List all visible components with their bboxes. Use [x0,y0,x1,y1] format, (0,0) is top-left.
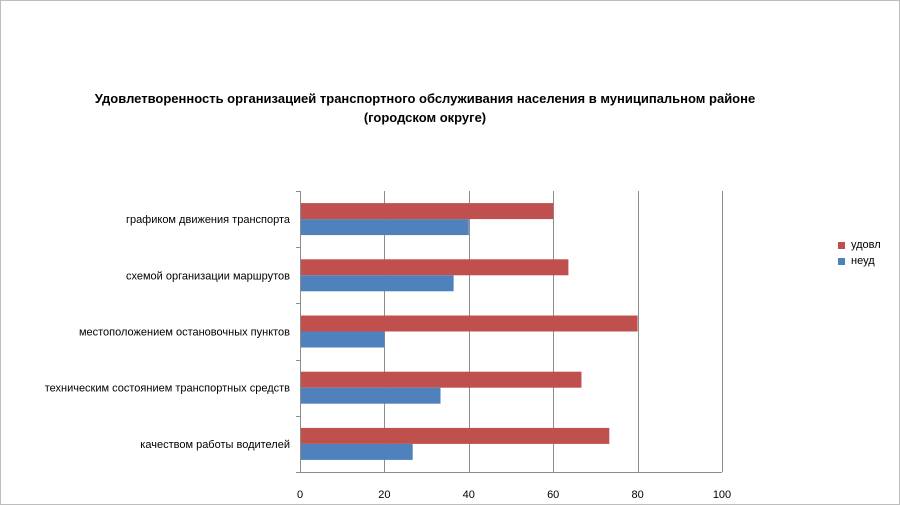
bar-udovl [301,259,569,276]
bar-neud [301,331,385,348]
bar-udovl [301,427,610,444]
bar-neud [301,443,413,460]
legend-item-neud: неуд [838,253,881,269]
legend: удовл неуд [838,237,881,269]
x-tick-label: 60 [547,489,559,501]
x-tick-label: 0 [297,489,303,501]
x-tick-label: 40 [463,489,475,501]
legend-item-udovl: удовл [838,237,881,253]
bar-udovl [301,315,638,332]
bar-neud [301,219,469,236]
legend-swatch-udovl [838,241,845,249]
category-label: местоположением остановочных пунктов [79,327,290,339]
bar-udovl [301,203,554,220]
x-tick-label: 20 [378,489,390,501]
chart-title-line-1: Удовлетворенность организацией транспорт… [94,91,756,106]
chart-title: Удовлетворенность организацией транспорт… [60,89,790,127]
category-label: графиком движения транспорта [126,214,291,226]
x-tick-label: 80 [631,489,643,501]
legend-label-udovl: удовл [851,239,881,251]
category-label: техническим состоянием транспортных сред… [45,383,290,395]
bar-udovl [301,371,582,388]
x-tick-label: 100 [713,489,731,501]
legend-label-neud: неуд [851,255,875,267]
chart-title-line-2: (городском округе) [363,110,487,125]
bar-neud [301,275,454,292]
category-label: схемой организации маршрутов [126,270,290,282]
bar-neud [301,387,441,404]
category-label: качеством работы водителей [140,439,290,451]
legend-swatch-neud [838,257,845,265]
